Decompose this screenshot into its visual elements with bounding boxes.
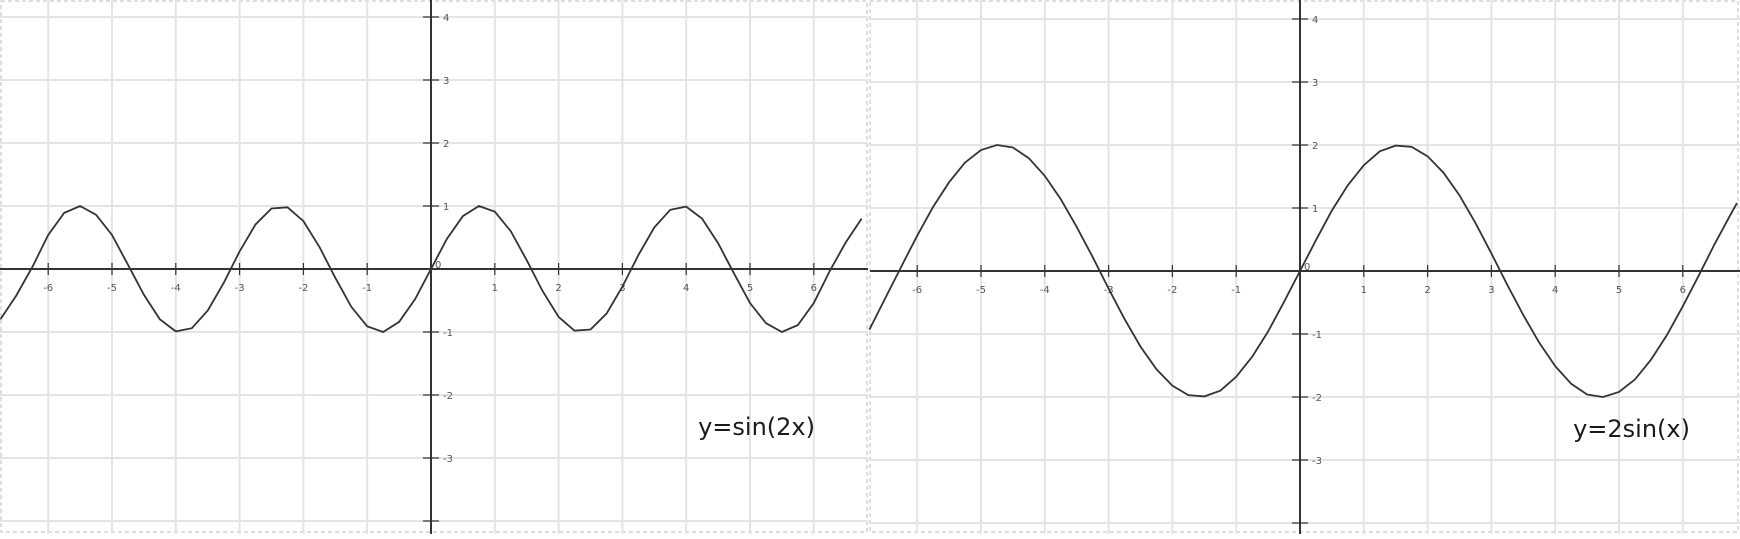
x-tick-label: 4 (683, 283, 689, 294)
x-tick-label: 0 (435, 260, 441, 271)
x-tick-label: 2 (1424, 285, 1430, 296)
x-tick-label: -2 (1167, 285, 1177, 296)
panel-sin-2x: -6 -5 -4 -3 -2 -1 0 1 2 3 4 5 6 -3 -2 -1 1 2 3 4 y=sin(2x) (0, 0, 868, 534)
x-tick-label: -3 (235, 283, 245, 294)
y-tick-label: 1 (443, 202, 449, 213)
x-tick-label: -6 (912, 285, 922, 296)
x-tick-label: 0 (1304, 262, 1310, 273)
y-tick-label: 3 (1312, 78, 1318, 89)
series-line (0, 204, 863, 334)
x-tick-label: -1 (362, 283, 372, 294)
x-axis (870, 265, 1740, 277)
y-tick-label: -2 (1312, 393, 1322, 404)
panel-border (869, 0, 1739, 533)
y-tick-labels: -3 -2 -1 1 2 3 4 (1312, 15, 1322, 467)
y-tick-label: 4 (443, 13, 449, 24)
x-tick-label: 2 (555, 283, 561, 294)
formula-label: y=2sin(x) (1573, 415, 1690, 443)
panel-2sin-x: -6 -5 -4 -3 -2 -1 0 1 2 3 4 5 6 -3 -2 -1 1 2 3 4 y=2sin(x) (868, 0, 1740, 534)
x-tick-label: 6 (1680, 285, 1686, 296)
y-tick-label: -3 (1312, 456, 1322, 467)
y-tick-label: -2 (443, 391, 453, 402)
y-tick-label: 3 (443, 76, 449, 87)
y-tick-labels: -3 -2 -1 1 2 3 4 (443, 13, 453, 465)
x-tick-label: -5 (976, 285, 986, 296)
x-tick-label: 3 (619, 283, 625, 294)
y-tick-label: 2 (1312, 141, 1318, 152)
y-tick-label: 1 (1312, 204, 1318, 215)
x-tick-label: -5 (107, 283, 117, 294)
x-tick-label: 1 (492, 283, 498, 294)
y-tick-label: -1 (443, 328, 453, 339)
x-tick-label: -6 (43, 283, 53, 294)
y-axis (423, 0, 439, 534)
series-line (868, 144, 1738, 398)
series (0, 204, 863, 334)
x-tick-label: 1 (1361, 285, 1367, 296)
x-tick-label: 5 (747, 283, 753, 294)
x-tick-label: -2 (298, 283, 308, 294)
x-tick-label: 3 (1488, 285, 1494, 296)
x-tick-label: 4 (1552, 285, 1558, 296)
x-tick-label: 6 (811, 283, 817, 294)
x-tick-label: 5 (1616, 285, 1622, 296)
y-tick-label: -1 (1312, 330, 1322, 341)
x-tick-label: -4 (171, 283, 181, 294)
panel-border (0, 0, 868, 533)
y-tick-label: 4 (1312, 15, 1318, 26)
x-tick-label: -1 (1231, 285, 1241, 296)
y-axis (1292, 0, 1308, 534)
y-tick-label: -3 (443, 454, 453, 465)
y-tick-label: 2 (443, 139, 449, 150)
formula-label: y=sin(2x) (698, 413, 815, 441)
x-axis (0, 263, 868, 275)
x-tick-label: -4 (1040, 285, 1050, 296)
series (868, 144, 1738, 398)
x-tick-labels: -6 -5 -4 -3 -2 -1 0 1 2 3 4 5 6 (43, 260, 817, 294)
